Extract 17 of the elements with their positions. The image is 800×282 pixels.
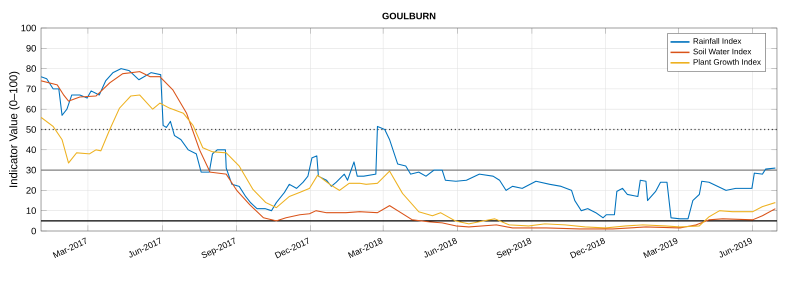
legend-label: Soil Water Index xyxy=(693,48,752,54)
y-tick-label: 60 xyxy=(26,106,36,112)
y-axis-title: Indicator Value (0–100) xyxy=(9,72,20,187)
y-tick-label: 20 xyxy=(26,187,36,194)
y-tick-label: 50 xyxy=(26,126,36,133)
y-tick-label: 70 xyxy=(26,86,36,92)
line-series xyxy=(41,94,776,228)
y-tick-label: 0 xyxy=(31,228,36,234)
y-tick-label: 100 xyxy=(21,24,36,32)
chart-title: GOULBURN xyxy=(382,12,436,20)
y-tick-label: 10 xyxy=(26,207,36,214)
legend-label: Plant Growth Index xyxy=(694,58,761,65)
y-tick-label: 80 xyxy=(26,65,36,72)
legend-label: Rainfall Index xyxy=(694,38,742,44)
y-tick-label: 40 xyxy=(26,146,36,154)
y-tick-label: 30 xyxy=(26,166,36,174)
y-tick-label: 90 xyxy=(26,45,36,52)
